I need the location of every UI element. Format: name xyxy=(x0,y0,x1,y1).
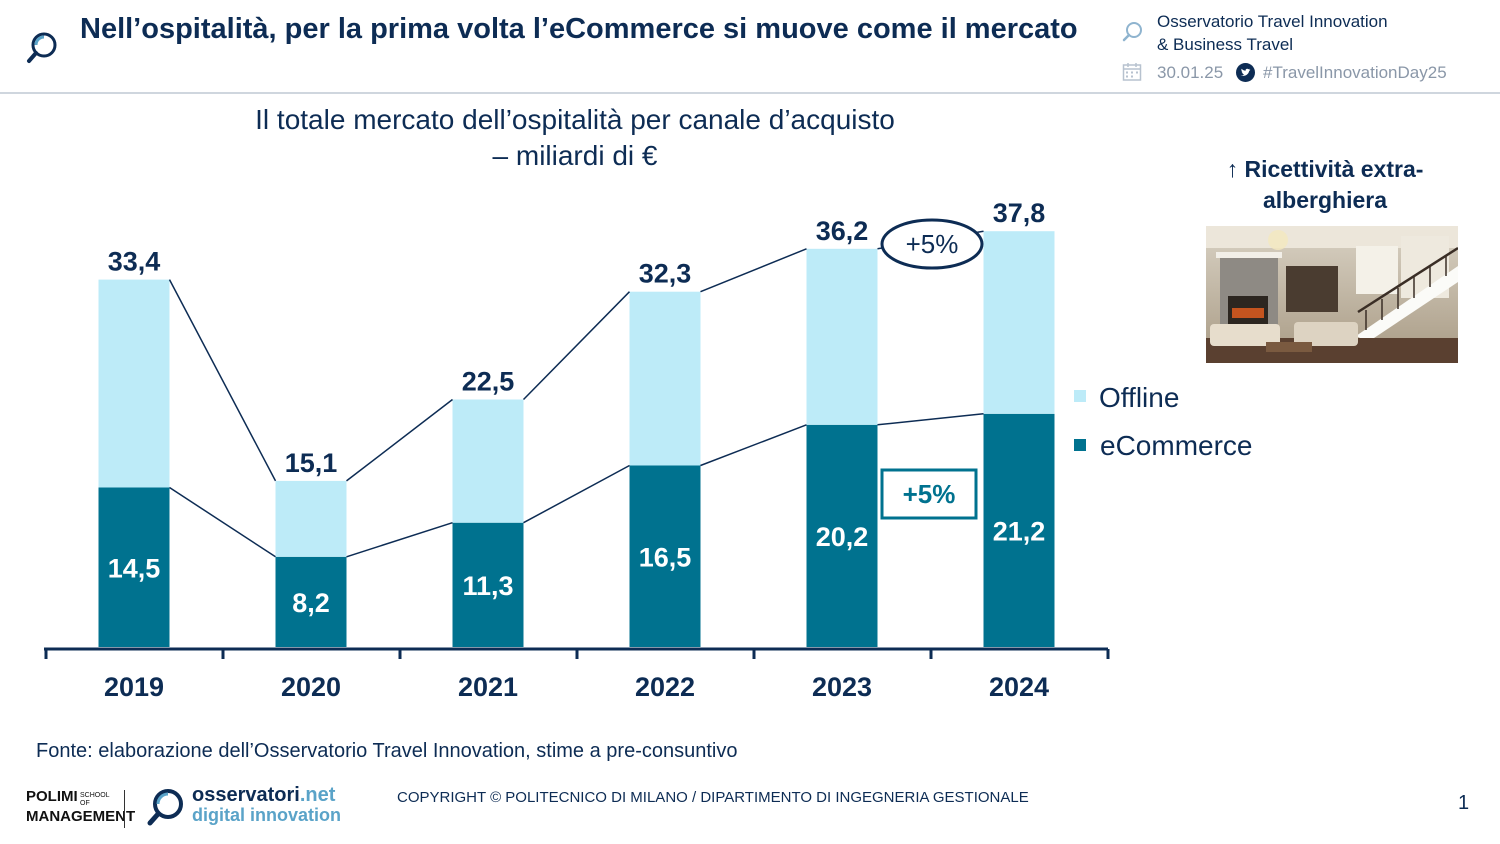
polimi-logo: POLIMI SCHOOL OF MANAGEMENT xyxy=(26,788,135,828)
ecommerce-data-label: 20,2 xyxy=(816,522,869,552)
observatory-line1: Osservatorio Travel Innovation xyxy=(1157,12,1388,31)
ecommerce-trend-line xyxy=(877,413,984,426)
source-note: Fonte: elaborazione dell’Osservatorio Tr… xyxy=(36,740,738,762)
ecommerce-growth-box xyxy=(880,468,978,520)
total-trend-line xyxy=(522,291,631,401)
event-hashtag[interactable]: #TravelInnovationDay25 xyxy=(1263,63,1447,82)
side-panel-title: ↑ Ricettività extra-alberghiera xyxy=(1226,156,1424,213)
copyright-notice: COPYRIGHT © POLITECNICO DI MILANO / DIPA… xyxy=(397,789,1029,806)
polimi-line1: POLIMI xyxy=(26,788,78,805)
calendar-icon xyxy=(1122,63,1142,81)
total-growth-ellipse xyxy=(880,218,984,270)
footer-divider xyxy=(124,790,125,828)
chart-title-line1: Il totale mercato dell’ospitalità per ca… xyxy=(255,104,895,135)
ecommerce-data-label: 8,2 xyxy=(292,588,330,618)
legend-ecommerce-swatch xyxy=(1074,439,1086,451)
ecommerce-data-label: 16,5 xyxy=(639,542,692,572)
twitter-icon[interactable] xyxy=(1236,63,1255,82)
osservatori-name: osservatori.net xyxy=(192,784,335,806)
ecommerce-data-label: 21,2 xyxy=(993,516,1046,546)
total-growth-label: +5% xyxy=(906,229,959,259)
ecommerce-trend-line xyxy=(346,521,453,558)
offline-bar xyxy=(452,399,524,523)
legend-offline-swatch xyxy=(1074,390,1086,402)
x-tick-label: 2019 xyxy=(104,672,164,702)
x-tick-label: 2021 xyxy=(458,672,518,702)
event-date: 30.01.25 xyxy=(1157,63,1224,82)
living-room-photo xyxy=(1206,226,1458,363)
osservatori-subtitle: digital innovation xyxy=(192,805,341,825)
ecommerce-bar xyxy=(98,487,170,647)
observatory-icon xyxy=(1122,22,1142,42)
x-tick-label: 2023 xyxy=(812,672,872,702)
offline-bar xyxy=(98,279,170,488)
polimi-small-text: SCHOOL OF xyxy=(80,792,110,807)
offline-bar xyxy=(275,480,347,557)
ecommerce-trend-line xyxy=(523,464,630,524)
offline-bar xyxy=(983,231,1055,414)
polimi-line2: MANAGEMENT xyxy=(26,808,136,825)
chart-title-line2: – miliardi di € xyxy=(492,140,658,171)
total-data-label: 36,2 xyxy=(816,216,869,246)
chart-title: Il totale mercato dell’ospitalità per ca… xyxy=(150,102,1000,174)
ecommerce-growth-label: +5% xyxy=(903,479,956,509)
total-data-label: 22,5 xyxy=(462,367,515,397)
offline-bar xyxy=(629,291,701,466)
ecommerce-data-label: 14,5 xyxy=(108,553,161,583)
total-trend-line xyxy=(700,248,807,293)
osservatori-name-tld: .net xyxy=(299,784,336,806)
ecommerce-bar xyxy=(983,413,1055,647)
offline-bar xyxy=(806,248,878,425)
ecommerce-bar xyxy=(629,465,701,647)
total-data-label: 15,1 xyxy=(285,448,338,478)
osservatori-name-main: osservatori xyxy=(192,784,300,806)
legend-ecommerce-label: eCommerce xyxy=(1100,430,1252,461)
ecommerce-trend-line xyxy=(700,424,807,467)
ecommerce-bar xyxy=(452,522,524,647)
observatory-name: Osservatorio Travel Innovation & Busines… xyxy=(1157,10,1487,56)
observatory-line2: & Business Travel xyxy=(1157,35,1294,54)
magnifier-logo-icon xyxy=(27,32,57,63)
ecommerce-trend-line xyxy=(169,486,276,558)
total-data-label: 33,4 xyxy=(108,247,161,277)
total-data-label: 32,3 xyxy=(639,259,692,289)
total-trend-line xyxy=(346,398,453,482)
page-number: 1 xyxy=(1458,792,1470,814)
ecommerce-data-label: 11,3 xyxy=(462,571,513,601)
total-trend-line xyxy=(168,279,277,482)
x-tick-label: 2022 xyxy=(635,672,695,702)
ecommerce-bar xyxy=(806,424,878,647)
ecommerce-bar xyxy=(275,556,347,647)
osservatori-logo-icon xyxy=(147,789,183,826)
x-tick-label: 2024 xyxy=(989,672,1049,702)
x-tick-label: 2020 xyxy=(281,672,341,702)
total-data-label: 37,8 xyxy=(993,198,1046,228)
slide-header: Nell’ospitalità, per la prima volta l’eC… xyxy=(0,0,1500,94)
legend-offline-label: Offline xyxy=(1099,382,1179,413)
slide-title: Nell’ospitalità, per la prima volta l’eC… xyxy=(80,13,1078,45)
